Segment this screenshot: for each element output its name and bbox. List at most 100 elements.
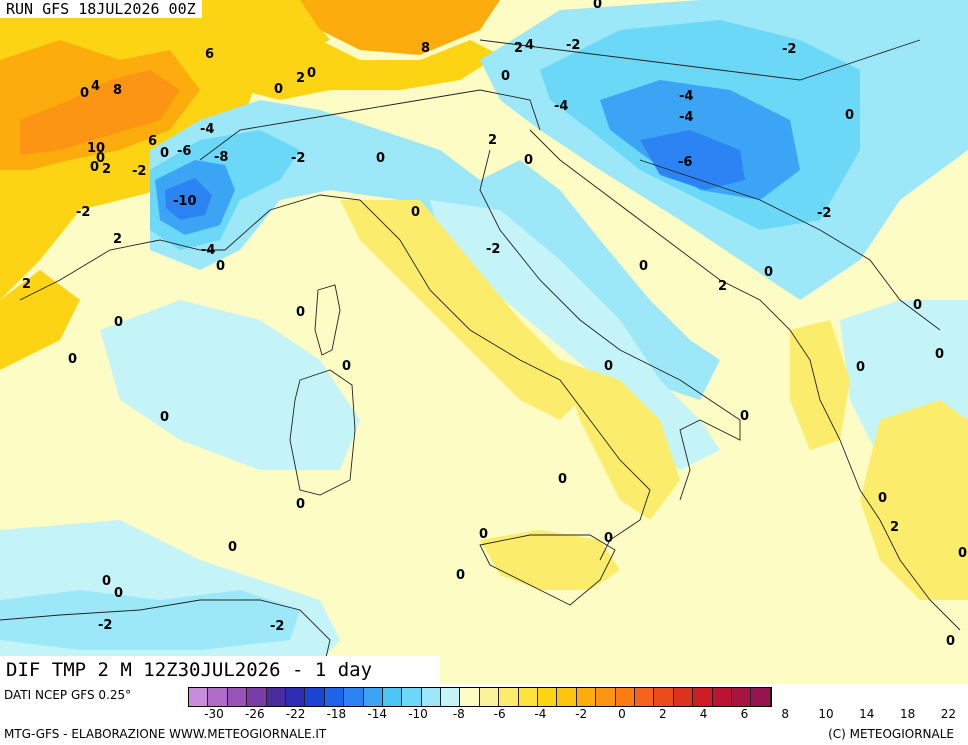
color-scale-swatch: [751, 688, 771, 706]
border-alps: [199, 89, 541, 161]
footer-credit-left: MTG-GFS - ELABORAZIONE WWW.METEOGIORNALE…: [4, 727, 327, 741]
contour-label: -2: [566, 38, 580, 53]
contour-label: 0: [411, 205, 420, 220]
contour-label: 0: [228, 540, 237, 555]
color-scale-swatch: [344, 688, 364, 706]
color-scale-swatch: [441, 688, 461, 706]
coast-sardinia: [289, 369, 356, 496]
contour-label: 0: [935, 347, 944, 362]
contour-label: -6: [177, 144, 191, 159]
warm-area-iberia: [0, 270, 80, 370]
contour-label: 6: [148, 134, 157, 149]
color-scale-tick-label: -26: [244, 707, 265, 721]
color-scale-swatch: [208, 688, 228, 706]
contour-label: 0: [479, 527, 488, 542]
contour-label: 2: [718, 279, 727, 294]
color-scale-swatch: [654, 688, 674, 706]
contour-label: 2: [296, 71, 305, 86]
color-scale-swatch: [712, 688, 732, 706]
color-scale-swatch: [460, 688, 480, 706]
contour-label: 0: [160, 146, 169, 161]
color-scale-swatch: [402, 688, 422, 706]
contour-label: -2: [270, 619, 284, 634]
contour-label: 0: [913, 298, 922, 313]
contour-labels: 6 4 8 6 10 0 2 -2 -2 2 2 0 0 0 0 0 0 0 0…: [22, 0, 967, 649]
contour-label: 0: [274, 82, 283, 97]
color-scale-swatch: [479, 688, 500, 706]
cool-area-balkans-deep: [640, 130, 745, 190]
color-scale-swatch: [499, 688, 519, 706]
contour-label: 4: [91, 79, 100, 94]
color-scale-ticks: -30-26-22-18-14-10-8-6-4-202468101418223…: [188, 707, 966, 723]
contour-label: -6: [678, 155, 692, 170]
contour-label: -4: [679, 110, 693, 125]
coast-italy-west: [224, 194, 651, 561]
contour-label: 0: [558, 472, 567, 487]
color-scale-tick-label: 2: [658, 707, 667, 721]
warm-area-sicily: [480, 530, 620, 590]
contour-label: 2: [514, 41, 523, 56]
color-scale-swatch: [731, 688, 752, 706]
color-scale-tick-label: 10: [818, 707, 834, 721]
color-scale-swatch: [634, 688, 655, 706]
color-scale-swatch: [324, 688, 345, 706]
contour-label: 2: [890, 520, 899, 535]
contour-label: 2: [113, 232, 122, 247]
warm-area-greece: [860, 400, 968, 600]
border-central-europe: [479, 39, 921, 81]
contour-label: 0: [593, 0, 602, 12]
warm-area-france-hot: [20, 70, 180, 155]
contour-label: -2: [76, 205, 90, 220]
contour-label: 0: [958, 546, 967, 561]
border-balkans: [639, 159, 941, 331]
warm-area-italy-tyrrhenian: [340, 200, 580, 420]
coast-africa: [0, 599, 331, 684]
coast-italy-east: [479, 149, 741, 501]
contour-label: 2: [102, 162, 111, 177]
contour-label: 0: [501, 69, 510, 84]
color-scale-swatch: [266, 688, 286, 706]
contour-label: -2: [782, 42, 796, 57]
color-scale-swatch: [247, 688, 267, 706]
coast-adriatic-east: [529, 129, 861, 491]
contour-label: 10: [87, 141, 105, 156]
contour-label: 6: [205, 47, 214, 62]
coastlines: [0, 39, 961, 684]
color-scale-swatch: [538, 688, 558, 706]
color-scale-swatch: [615, 688, 635, 706]
contour-label: 2: [22, 277, 31, 292]
coast-corsica: [314, 284, 341, 356]
color-scale-swatch: [596, 688, 616, 706]
contour-label: 0: [845, 108, 854, 123]
color-scale-tick-label: -22: [285, 707, 306, 721]
color-scale-tick-label: -8: [452, 707, 465, 721]
contour-label: 2: [488, 133, 497, 148]
color-scale-bar: [188, 687, 772, 707]
cool-area-adriatic: [430, 200, 720, 470]
contour-label: -2: [98, 618, 112, 633]
warm-area-alps-north-yellow: [240, 20, 500, 100]
contour-label: 0: [307, 66, 316, 81]
color-scale-swatch: [576, 688, 597, 706]
contour-label: -8: [214, 150, 228, 165]
contour-label: 0: [639, 259, 648, 274]
cool-area-west-alps-deep: [165, 178, 212, 220]
color-scale-swatch: [227, 688, 248, 706]
contour-label: 0: [946, 634, 955, 649]
color-scale-tick-label: 18: [899, 707, 916, 721]
contour-label: 0: [160, 410, 169, 425]
contour-label: 0: [342, 359, 351, 374]
warm-area-alps-north: [300, 0, 500, 55]
contour-label: 0: [114, 315, 123, 330]
contour-label: -2: [132, 164, 146, 179]
contour-label: 0: [216, 259, 225, 274]
contour-label: 0: [878, 491, 887, 506]
contour-label: 0: [764, 265, 773, 280]
color-scale-tick-label: -4: [534, 707, 547, 721]
color-scale-tick-label: 14: [859, 707, 875, 721]
contour-label: 8: [113, 83, 122, 98]
contour-label: -4: [679, 89, 693, 104]
data-source-label: DATI NCEP GFS 0.25°: [4, 688, 132, 702]
warm-area-calabria: [560, 360, 680, 520]
temperature-anomaly-map: 6 4 8 6 10 0 2 -2 -2 2 2 0 0 0 0 0 0 0 0…: [0, 0, 968, 684]
